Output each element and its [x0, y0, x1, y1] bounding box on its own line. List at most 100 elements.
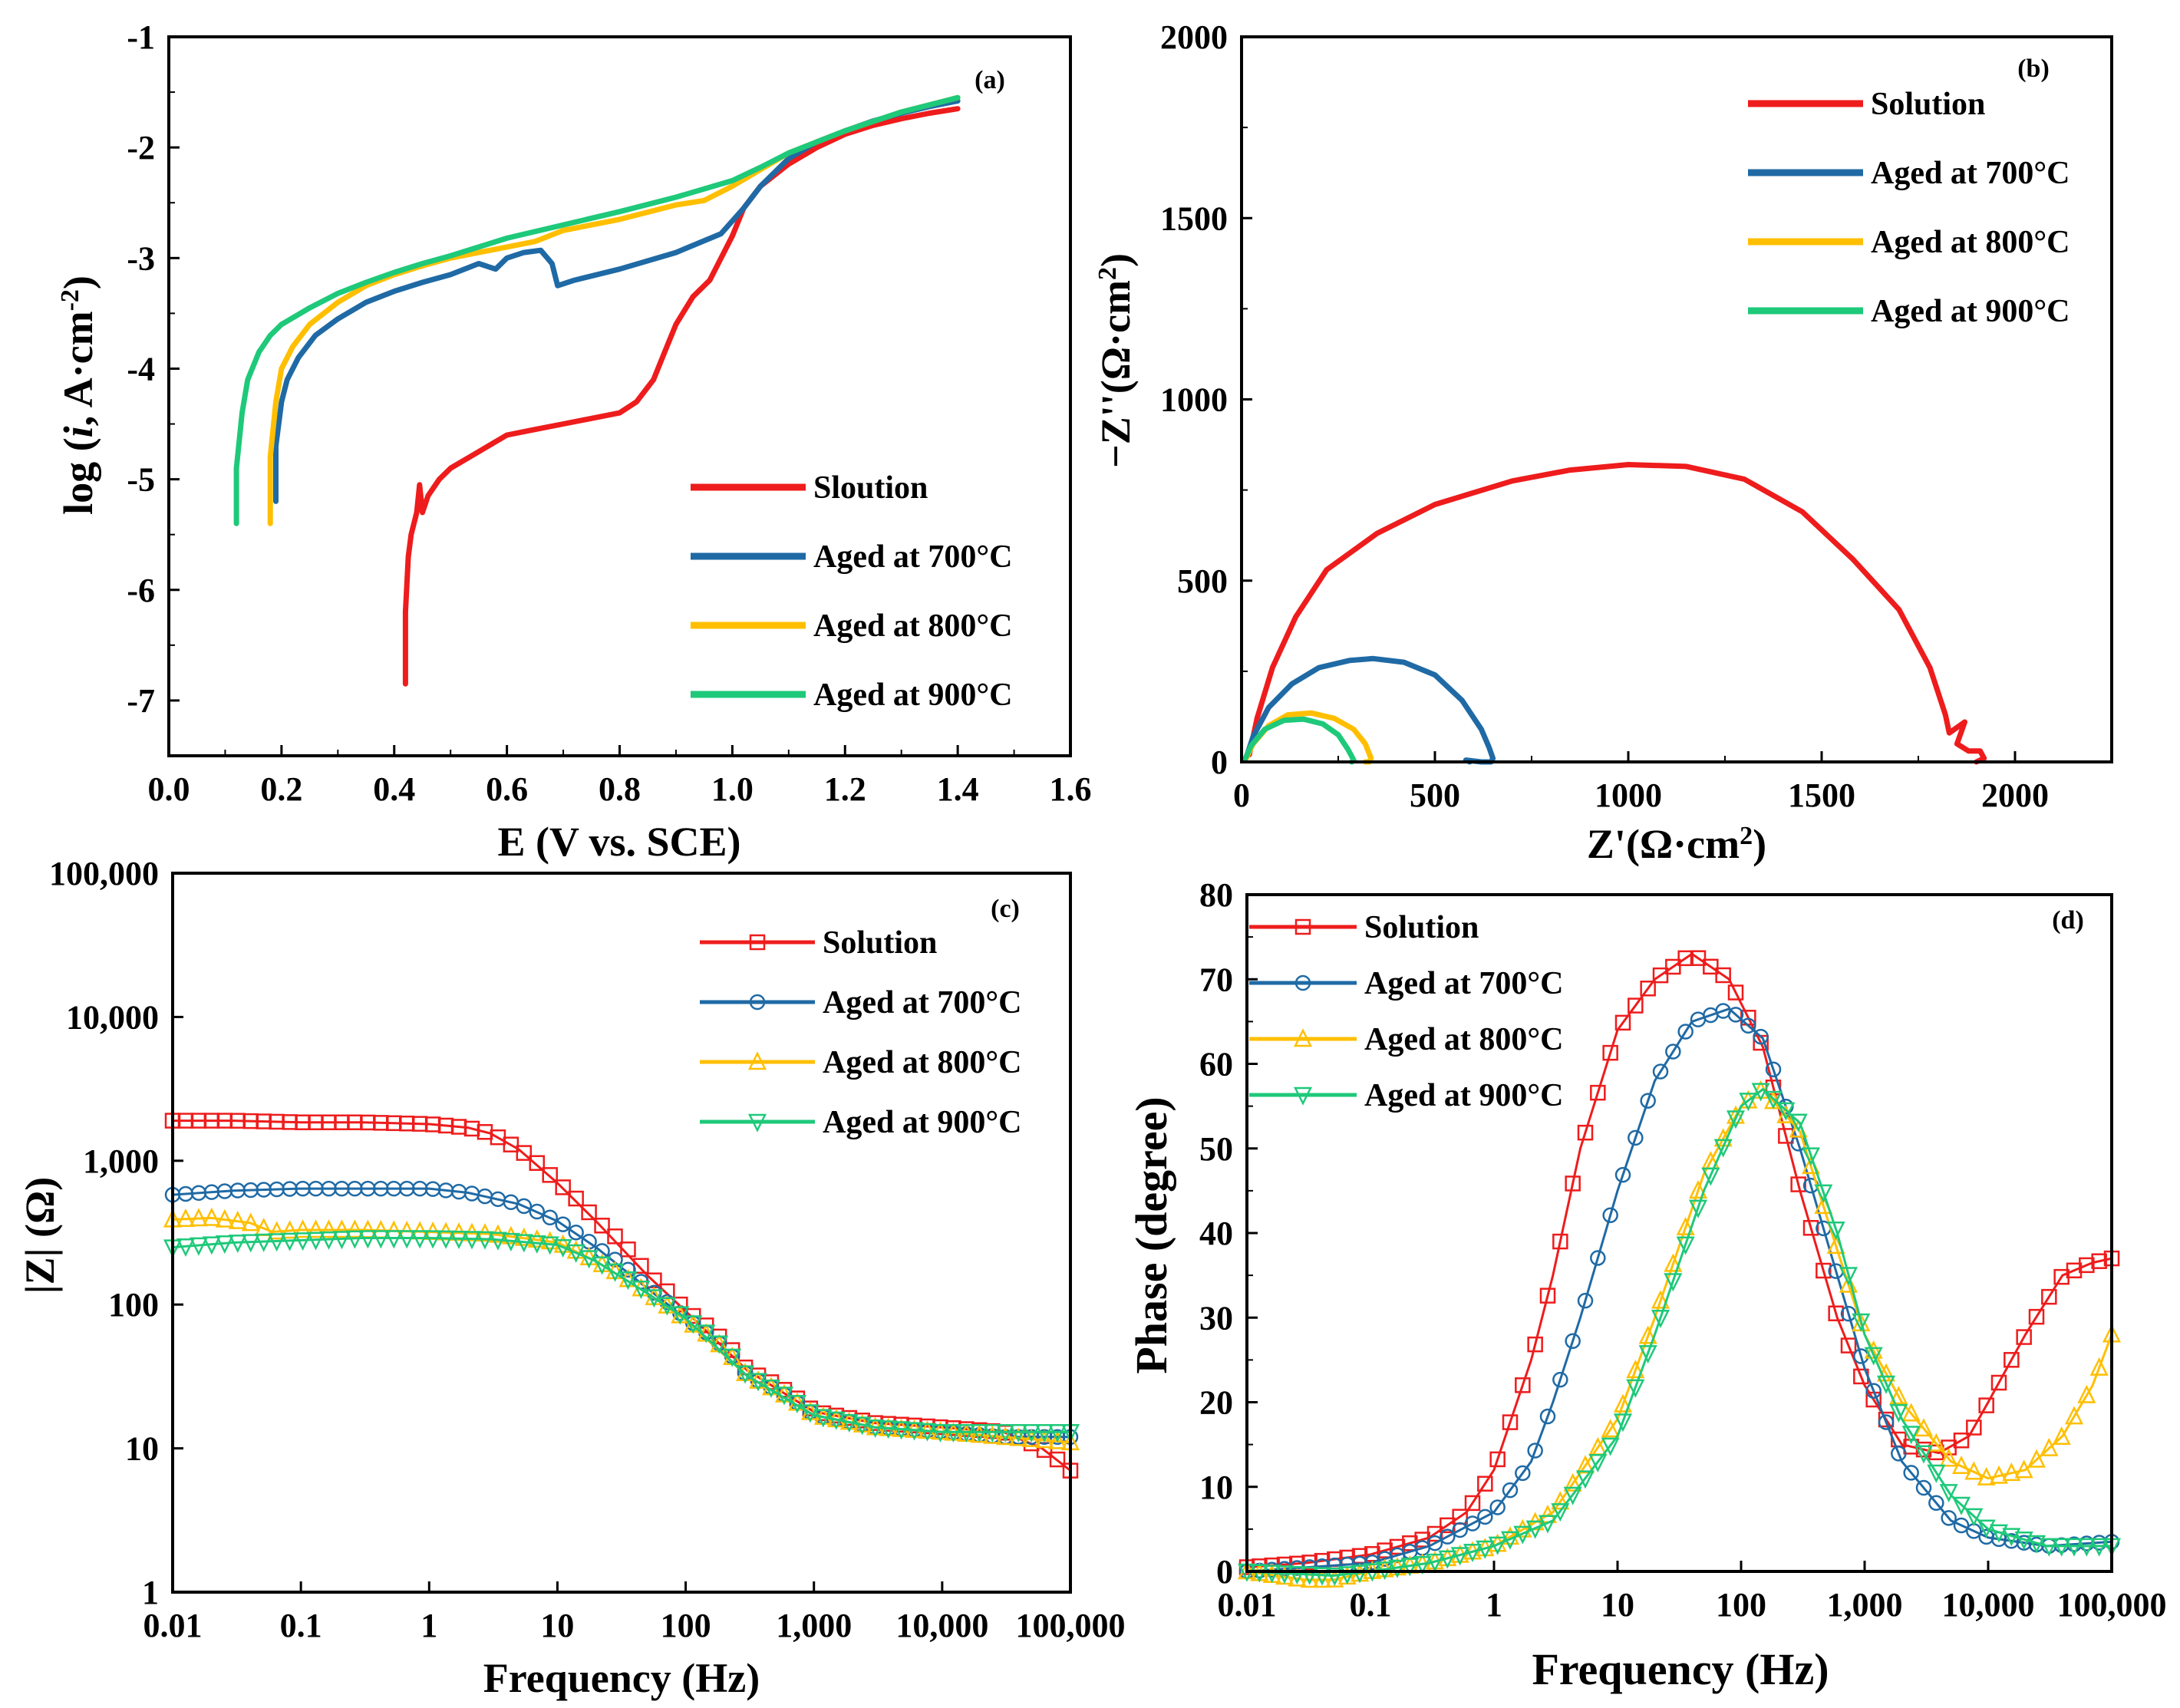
data-point [1577, 1124, 1594, 1141]
data-point [1288, 1565, 1307, 1584]
data-point [1464, 1515, 1481, 1532]
series-line [1242, 716, 1357, 765]
legend-label: Aged at 900°C [813, 678, 1012, 713]
y-axis-label-part: (Ω·cm [1093, 280, 1139, 394]
x-tick-label: 1 [420, 1607, 437, 1644]
data-point [1951, 1496, 1971, 1515]
data-point [1275, 1565, 1294, 1584]
y-axis-label-part: ) [1093, 253, 1139, 267]
data-point [1715, 967, 1731, 984]
legend-marker [1294, 918, 1311, 935]
data-point [1513, 1525, 1532, 1545]
data-point [2004, 1533, 2020, 1549]
y-tick-label: 10 [125, 1430, 159, 1468]
legend-label: Aged at 800°C [1871, 225, 2070, 260]
data-point [1638, 1325, 1657, 1344]
x-axis-label: Z'(Ω·cm2) [1587, 821, 1766, 867]
data-point [1489, 1499, 1506, 1515]
data-point [462, 1231, 482, 1250]
data-point [2064, 1406, 2084, 1425]
x-tick-label: 0.4 [373, 770, 415, 808]
data-point [1009, 1427, 1028, 1446]
data-point [1613, 1413, 1633, 1433]
data-point [996, 1426, 1015, 1446]
data-point [1527, 1336, 1543, 1353]
data-point [1951, 1456, 1971, 1475]
data-point [384, 1230, 404, 1249]
x-tick-label: 10 [540, 1607, 574, 1644]
data-point [1915, 1479, 1932, 1496]
data-point [1941, 1510, 1957, 1526]
data-point [2052, 1426, 2071, 1446]
data-point [2077, 1538, 2096, 1557]
data-point [267, 1233, 286, 1252]
data-point [358, 1230, 378, 1249]
data-point [736, 1365, 755, 1384]
data-point [332, 1231, 351, 1250]
data-point [1288, 1568, 1307, 1587]
legend-label: Aged at 900°C [823, 1105, 1021, 1140]
y-tick-label: 100 [108, 1286, 159, 1324]
data-point [1703, 958, 1719, 975]
legend-label: Aged at 700°C [823, 985, 1021, 1021]
data-point [241, 1234, 260, 1253]
y-tick-label: 80 [1199, 876, 1233, 914]
series-4 [163, 1230, 1080, 1443]
data-point [2077, 1384, 2096, 1403]
legend-marker [747, 1113, 767, 1133]
data-point [2091, 1253, 2107, 1269]
data-point [514, 1234, 533, 1253]
data-point [1966, 1419, 1982, 1436]
data-point [1614, 1014, 1631, 1031]
x-tick-label: 100 [661, 1607, 711, 1644]
data-point [503, 1136, 519, 1152]
data-point [607, 1228, 623, 1245]
series-1 [402, 106, 961, 687]
y-tick-label: -6 [127, 572, 155, 609]
data-point [293, 1232, 312, 1251]
data-point [1601, 1437, 1620, 1456]
data-point [1651, 1310, 1670, 1329]
data-point [1640, 1093, 1656, 1109]
data-point [1464, 1495, 1481, 1512]
data-point [1575, 1455, 1595, 1474]
data-point [1763, 1090, 1783, 1110]
data-point [1538, 1515, 1558, 1534]
legend-label: Aged at 800°C [1364, 1022, 1563, 1057]
data-point [397, 1230, 417, 1249]
data-point [1801, 1147, 1821, 1166]
data-point [280, 1220, 299, 1239]
data-point [527, 1228, 546, 1248]
data-point [1814, 1184, 1833, 1203]
y-tick-label: 10,000 [66, 998, 159, 1036]
data-point [345, 1219, 364, 1238]
data-point [905, 1422, 924, 1441]
x-tick-label: 0 [1233, 777, 1250, 814]
data-point [1977, 1466, 1996, 1485]
data-point [1889, 1403, 1908, 1423]
y-axis-label-part: 2 [1093, 267, 1122, 280]
x-axis-label-part: ) [1753, 821, 1766, 867]
legend-label: Aged at 900°C [1871, 294, 2070, 329]
data-point [1337, 1566, 1357, 1585]
y-tick-label: 0 [1211, 744, 1228, 781]
series-line [1245, 1088, 2113, 1577]
y-tick-label: 1000 [1160, 381, 1228, 419]
data-point [1463, 1544, 1482, 1563]
data-point [710, 1335, 729, 1354]
data-point [215, 1235, 234, 1255]
data-point [450, 1230, 469, 1250]
data-point [1727, 1007, 1744, 1023]
data-point [1626, 1360, 1645, 1379]
data-point [1839, 1274, 1858, 1293]
data-point [1953, 1433, 1970, 1449]
data-point [553, 1238, 572, 1258]
x-tick-label: 0.1 [280, 1607, 322, 1644]
legend-label: Aged at 700°C [813, 539, 1012, 575]
data-point [592, 1256, 612, 1275]
y-axis-label-part: i [55, 426, 101, 437]
legend-marker [749, 994, 766, 1011]
data-point [1590, 1250, 1606, 1266]
y-tick-label: -4 [127, 350, 155, 387]
data-point [1891, 1446, 1907, 1462]
